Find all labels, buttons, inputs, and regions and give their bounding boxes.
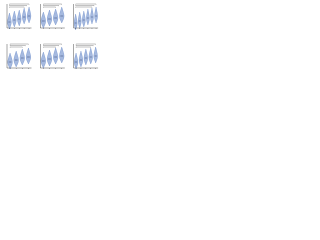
violin <box>19 48 25 66</box>
violin <box>93 46 98 64</box>
violin <box>22 7 27 25</box>
violin <box>47 9 52 27</box>
violin <box>59 6 65 24</box>
significance-bracket <box>9 5 27 7</box>
significance-bracket <box>9 46 23 48</box>
violin <box>40 51 46 69</box>
violin <box>90 7 94 25</box>
significance-bracket <box>75 45 94 47</box>
significance-bracket <box>9 6 25 8</box>
violin <box>86 8 90 26</box>
significance-bracket <box>43 6 56 8</box>
figure <box>6 3 99 70</box>
violin <box>40 11 46 29</box>
significance-bracket <box>75 46 91 48</box>
significance-bracket <box>9 3 30 5</box>
violin <box>17 9 22 27</box>
significance-bracket <box>43 45 59 47</box>
violin <box>59 46 65 64</box>
violin <box>53 8 59 26</box>
significance-bracket <box>43 3 62 5</box>
violin <box>12 10 17 28</box>
significance-bracket <box>75 3 97 5</box>
violin <box>73 13 78 31</box>
significance-bracket <box>43 46 56 48</box>
significance-bracket <box>75 5 95 7</box>
violin <box>78 11 82 29</box>
significance-bracket <box>9 45 26 47</box>
significance-bracket <box>43 43 62 45</box>
violin <box>53 47 59 65</box>
violin <box>83 48 88 66</box>
violin <box>78 50 83 68</box>
significance-bracket <box>9 43 29 45</box>
significance-bracket <box>75 6 93 8</box>
violin <box>88 47 93 65</box>
violin <box>7 12 12 30</box>
violin <box>13 50 19 68</box>
violin <box>7 52 13 70</box>
violin <box>74 52 79 70</box>
violin <box>94 6 98 24</box>
violin <box>82 10 86 28</box>
significance-bracket <box>75 43 96 45</box>
violin <box>47 49 52 67</box>
significance-bracket <box>43 5 59 7</box>
violin <box>27 6 32 24</box>
violin <box>25 47 31 65</box>
